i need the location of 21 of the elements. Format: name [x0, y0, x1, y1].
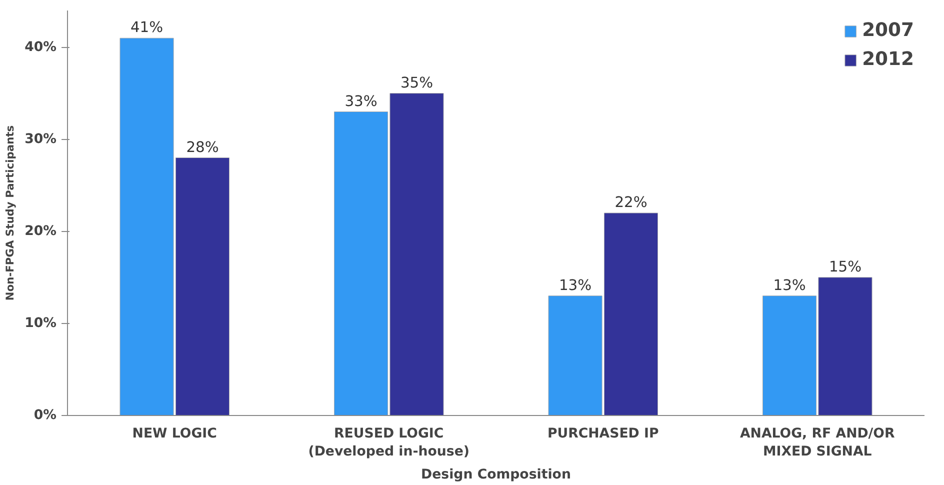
- data-label: 33%: [344, 92, 378, 110]
- data-label: 28%: [186, 138, 219, 156]
- y-tick-label: 40%: [24, 40, 57, 55]
- y-tick-label: 0%: [34, 408, 57, 423]
- x-axis-title: Design Composition: [421, 468, 571, 482]
- y-tick-label: 10%: [24, 316, 57, 331]
- y-tick-label: 30%: [24, 132, 57, 147]
- x-tick-label: PURCHASED IP: [548, 426, 659, 442]
- data-label: 35%: [400, 74, 434, 92]
- x-tick-label: ANALOG, RF AND/OR MIXED SIGNAL: [740, 426, 895, 460]
- x-tick-label: NEW LOGIC: [132, 426, 217, 442]
- legend-label: 2007: [862, 20, 914, 41]
- y-axis-title: Non-FPGA Study Participants: [4, 125, 17, 301]
- x-tick-label: REUSED LOGIC (Developed in-house): [308, 426, 470, 460]
- data-label: 41%: [130, 19, 164, 36]
- data-label: 13%: [773, 276, 806, 294]
- data-label: 15%: [828, 258, 862, 276]
- legend-label: 2012: [862, 49, 914, 70]
- data-label: 22%: [614, 194, 648, 211]
- data-label: 13%: [558, 276, 592, 294]
- y-tick-label: 20%: [24, 224, 57, 239]
